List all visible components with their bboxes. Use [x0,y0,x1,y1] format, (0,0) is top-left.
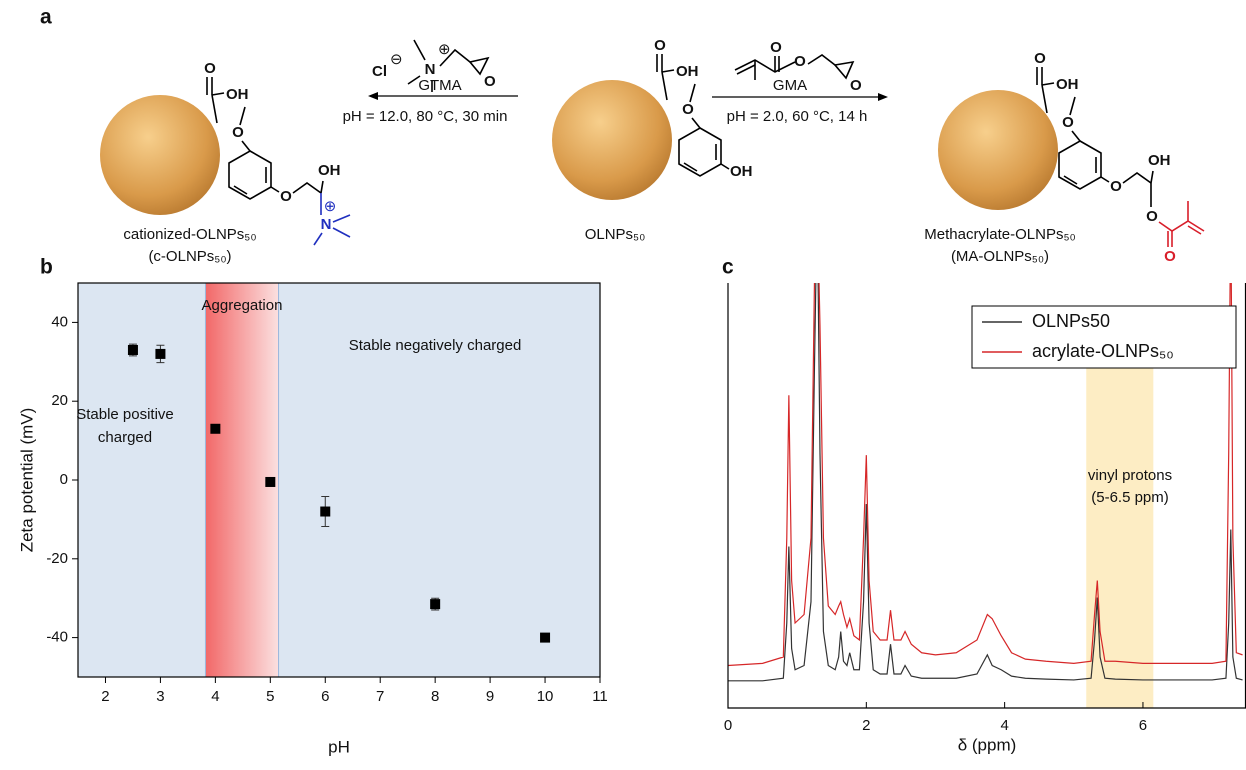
structure: O OH O O OH N ⊕ [204,60,350,245]
highlight-region [1086,338,1153,708]
charge: ⊕ [438,41,451,58]
atom: OH [1056,76,1079,93]
atom: O [850,77,862,94]
y-tick-label: 0 [60,471,68,488]
atom: O [1110,178,1122,195]
x-tick-label: 8 [431,688,439,705]
data-point [210,424,220,434]
data-point [155,349,165,359]
region-label: charged [98,429,152,446]
region-label: Stable negatively charged [349,337,522,354]
atom: OH [1148,152,1171,169]
y-tick-label: 20 [51,392,68,409]
x-tick-label: 6 [1139,717,1147,734]
data-point [430,599,440,609]
x-tick-label: 9 [486,688,494,705]
panel-label: c [722,256,734,279]
atom: O [204,60,216,77]
atom: OH [676,63,699,80]
x-tick-label: 11 [592,688,608,705]
plot-area [728,198,1243,681]
atom: OH [226,86,249,103]
charge: ⊖ [390,51,403,68]
legend-label: acrylate-OLNPs₅₀ [1032,341,1174,361]
x-tick-label: 2 [101,688,109,705]
compound-name: OLNPs₅₀ [585,226,646,243]
region [78,283,205,677]
atom: N [425,61,436,78]
arrowhead [368,92,378,100]
zeta-chart: b Stable positive charged Aggregation Stable… [17,256,607,757]
reagent-name: GTMA [418,77,461,94]
y-axis-title: Zeta potential (mV) [17,408,36,553]
arrowhead [878,93,888,101]
compound-abbreviation: (MA-OLNPs₅₀) [951,248,1049,265]
atom: OH [318,162,341,179]
x-tick-label: 3 [156,688,164,705]
x-tick-label: 0 [724,717,732,734]
x-tick-label: 10 [537,688,554,705]
region-label: Aggregation [202,297,283,314]
conditions: pH = 12.0, 80 °C, 30 min [343,108,508,125]
compound-name: Methacrylate-OLNPs₅₀ [924,226,1075,243]
atom: O [682,101,694,118]
atom: O [1062,114,1074,131]
panel-label: a [40,6,52,29]
data-point [320,507,330,517]
x-tick-label: 4 [1000,717,1008,734]
atom: O [654,37,666,54]
atom: O [1034,50,1046,67]
x-tick-label: 6 [321,688,329,705]
y-tick-label: -40 [46,629,68,646]
compound-abbreviation: (c-OLNPs₅₀) [148,248,231,265]
atom: O [232,124,244,141]
data-point [540,633,550,643]
x-axis-title: pH [328,737,350,756]
x-tick-label: 7 [376,688,384,705]
compound-name: cationized-OLNPs₅₀ [123,226,256,243]
legend-label: OLNPs50 [1032,311,1110,331]
atom: O [770,39,782,56]
x-tick-label: 5 [266,688,274,705]
atom: Cl [372,63,387,80]
nmr-chart: c vinyl protons (5-6.5 ppm) 0 2 4 6 δ (ppm) OLNP… [722,198,1246,754]
x-tick-label: 2 [862,717,870,734]
conditions: pH = 2.0, 60 °C, 14 h [727,108,868,125]
spectrum-line [728,198,1243,666]
charge: ⊕ [324,198,337,215]
atom: O [794,53,806,70]
atom: OH [730,163,753,180]
data-point [128,345,138,355]
atom: O [484,73,496,90]
data-point [265,477,275,487]
sphere [100,95,220,215]
reagent-name: GMA [773,77,807,94]
atom: O [1164,248,1176,265]
region-label: Stable positive [76,406,174,423]
sphere [938,90,1058,210]
panel-label: b [40,256,53,279]
x-axis-title: δ (ppm) [958,735,1017,754]
x-tick-label: 4 [211,688,219,705]
atom: O [1146,208,1158,225]
figure: a O OH O O OH N ⊕ cationized-OLNPs₅₀ (c-… [0,0,1246,770]
y-tick-label: 40 [51,313,68,330]
atom: N [321,216,332,233]
atom: O [280,188,292,205]
annotation: (5-6.5 ppm) [1091,489,1169,506]
sphere [552,80,672,200]
y-tick-label: -20 [46,550,68,567]
annotation: vinyl protons [1088,467,1172,484]
